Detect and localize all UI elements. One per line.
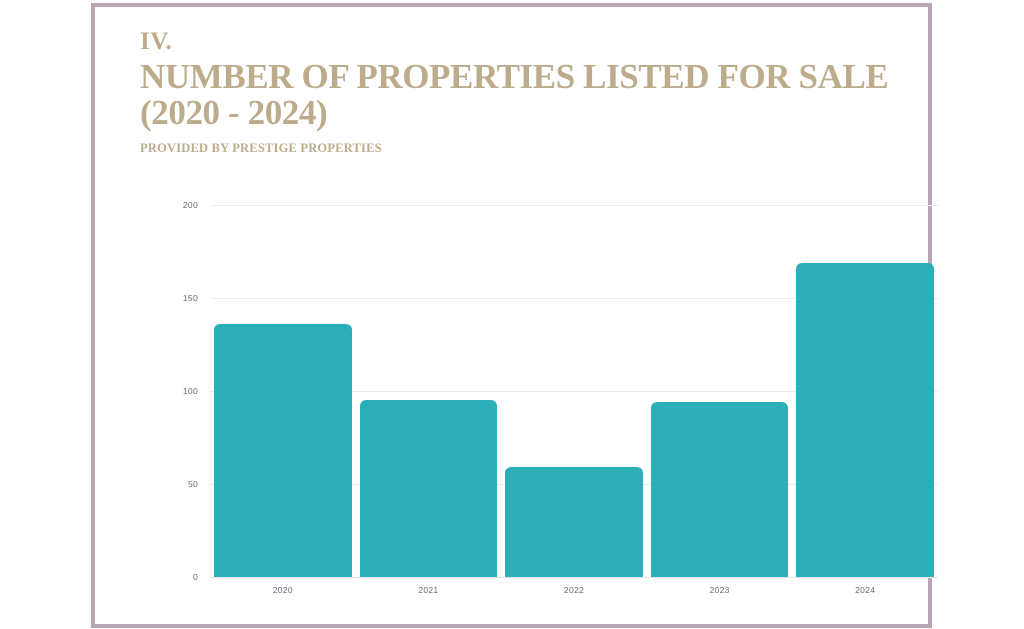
gridline-100 [210, 391, 938, 392]
x-axis-tick-label-2023: 2023 [709, 585, 730, 595]
bar-group: 2022 [501, 197, 647, 597]
y-axis-tick-label: 100 [182, 386, 198, 396]
y-axis-tick-label: 0 [192, 572, 198, 582]
chart-subtitle: PROVIDED BY PRESTIGE PROPERTIES [140, 140, 382, 155]
y-axis-tick-label: 150 [182, 293, 198, 303]
bar-2023[interactable] [650, 402, 789, 577]
y-axis-tick-label: 200 [182, 200, 198, 210]
section-numeral: IV. [140, 28, 173, 55]
bar-group: 2021 [356, 197, 502, 597]
gridline-150 [210, 298, 938, 299]
x-axis-tick-label-2020: 2020 [272, 585, 293, 595]
chart-bars: 2020 2021 2022 2023 2024 [210, 197, 938, 597]
gridline-200 [210, 205, 938, 206]
report-page-frame: IV. NUMBER OF PROPERTIES LISTED FOR SALE… [91, 3, 938, 628]
bar-2024[interactable] [796, 262, 934, 577]
x-axis-tick-label-2022: 2022 [563, 585, 585, 595]
bar-group: 2020 [210, 197, 356, 597]
bar-2021[interactable] [359, 400, 498, 577]
bar-2022[interactable] [505, 467, 643, 577]
page-title-line-2: (2020 - 2024) [140, 92, 328, 132]
page-title: NUMBER OF PROPERTIES LISTED FOR SALE (20… [140, 59, 900, 130]
bar-2020[interactable] [214, 324, 352, 577]
bar-group: 2023 [647, 197, 793, 597]
y-axis-tick-label: 50 [187, 479, 198, 489]
chart-header: IV. NUMBER OF PROPERTIES LISTED FOR SALE… [140, 28, 900, 156]
gridline-0 [210, 577, 938, 578]
page-title-line-1: NUMBER OF PROPERTIES LISTED FOR SALE [140, 57, 889, 97]
x-axis-tick-label-2024: 2024 [855, 585, 876, 595]
x-axis-tick-label-2021: 2021 [418, 585, 439, 595]
bar-chart: 0 50 100 150 200 2020 2021 2022 2023 2024 [140, 197, 940, 597]
bar-group: 2024 [792, 197, 938, 597]
